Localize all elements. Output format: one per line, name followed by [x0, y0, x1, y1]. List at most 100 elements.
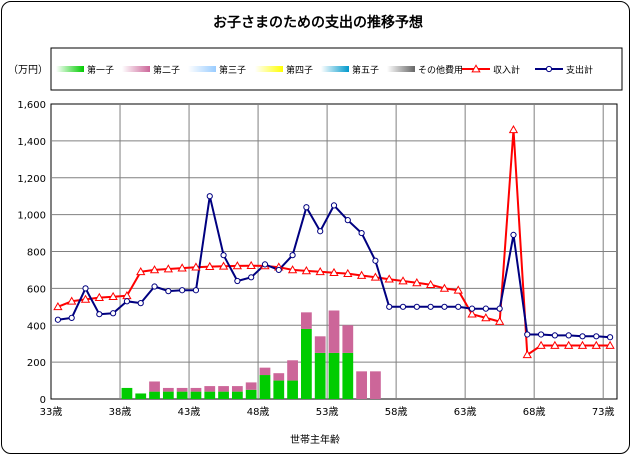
y-tick-label: 0	[40, 395, 46, 406]
bar-1-41	[162, 391, 174, 399]
legend-label: 第三子	[219, 64, 246, 76]
marker-triangle-52	[315, 266, 325, 276]
x-tick-label: 58歳	[385, 406, 408, 418]
marker-triangle-73	[605, 340, 615, 349]
bar-2-45	[218, 386, 229, 392]
marker-circle-48	[261, 261, 269, 268]
y-tick-label: 1,600	[17, 100, 46, 111]
legend: 第一子 第二子 第三子 第四子 第五子 その他費用 収入計 支出計	[56, 64, 593, 76]
marker-triangle-58	[398, 276, 408, 285]
legend-item-7: 収入計	[462, 64, 520, 76]
legend-swatch	[321, 66, 349, 72]
legend-label: 第一子	[87, 64, 114, 76]
legend-label: 第四子	[286, 64, 313, 76]
marker-circle-60	[427, 303, 434, 310]
marker-circle-53	[330, 202, 338, 209]
marker-circle-52	[317, 228, 324, 235]
marker-circle-66	[510, 231, 517, 239]
chart-title: お子さまのための支出の推移予想	[213, 14, 423, 31]
marker-triangle-47	[246, 260, 256, 270]
legend-item-4: 第四子	[255, 64, 313, 76]
y-tick-label: 1,000	[17, 211, 46, 222]
legend-label: 第五子	[352, 64, 379, 76]
marker-triangle-70	[564, 340, 574, 349]
marker-circle-59	[413, 303, 420, 310]
bar-1-54	[342, 352, 354, 399]
bar-2-50	[287, 360, 298, 381]
marker-triangle-41	[163, 264, 174, 273]
marker-triangle-63	[467, 309, 477, 318]
bar-1-38	[121, 387, 133, 399]
bar-2-47	[245, 382, 257, 390]
marker-triangle-44	[205, 261, 215, 270]
marker-circle-69	[551, 332, 558, 339]
marker-circle-55	[358, 229, 365, 237]
bar-1-42	[176, 391, 188, 399]
legend-item-2: 第二子	[122, 64, 180, 76]
marker-triangle-66	[508, 125, 519, 134]
marker-circle-64	[482, 305, 489, 312]
marker-circle-38	[123, 298, 131, 305]
legend-item-3: 第三子	[188, 64, 246, 76]
marker-triangle-42	[177, 263, 187, 272]
marker-triangle-34	[67, 296, 77, 305]
x-tick-label: 38歳	[109, 406, 132, 418]
marker-circle-41	[165, 288, 172, 295]
marker-circle-43	[192, 287, 200, 294]
unit-label: （万円）	[8, 64, 48, 76]
marker-circle-36	[96, 311, 103, 318]
marker-circle-73	[606, 334, 614, 341]
legend-item-8: 支出計	[535, 64, 593, 76]
marker-triangle-50	[287, 265, 298, 274]
legend-swatch	[56, 66, 84, 72]
marker-circle-61	[441, 303, 448, 310]
marker-circle-47	[248, 274, 255, 281]
bar-2-51	[301, 312, 312, 329]
legend-item-1: 第一子	[56, 64, 114, 76]
bar-2-55	[356, 371, 367, 399]
legend-label: 支出計	[566, 64, 593, 76]
marker-triangle-39	[136, 266, 146, 276]
marker-circle-54	[344, 217, 351, 224]
marker-triangle-56	[370, 272, 381, 281]
marker-circle-57	[386, 303, 393, 310]
bar-1-53	[328, 352, 340, 399]
marker-triangle-60	[425, 279, 436, 289]
x-axis-ticks: 33歳 38歳 43歳 48歳 53歳 58歳 63歳 68歳 73歳	[40, 406, 615, 418]
marker-triangle-35	[80, 294, 91, 303]
bar-2-44	[204, 386, 216, 392]
marker-triangle-69	[550, 340, 560, 349]
marker-triangle-72	[591, 340, 601, 349]
bar-2-48	[259, 367, 271, 376]
x-tick-label: 68歳	[523, 406, 546, 418]
marker-triangle-53	[329, 267, 339, 277]
bar-1-43	[190, 391, 202, 399]
x-tick-label: 33歳	[40, 406, 63, 418]
bar-2-52	[314, 336, 326, 353]
y-axis-ticks: 0 200 400 600 800 1,000 1,200 1,400 1,600	[17, 100, 46, 406]
bar-2-56	[370, 371, 381, 399]
bar-1-48	[259, 375, 271, 399]
marker-circle-37	[110, 310, 117, 317]
marker-circle-46	[234, 277, 241, 285]
bar-1-40	[149, 391, 160, 399]
marker-triangle-65	[494, 316, 505, 325]
bar-1-44	[204, 391, 216, 399]
x-tick-label: 48歳	[247, 406, 270, 418]
marker-circle-63	[468, 305, 476, 312]
bar-1-49	[273, 380, 285, 399]
marker-triangle-51	[301, 266, 312, 275]
legend-swatch	[255, 66, 283, 72]
marker-circle-45	[220, 252, 227, 259]
marker-triangle-45	[218, 261, 229, 270]
legend-marker	[545, 65, 553, 73]
marker-circle-65	[496, 305, 503, 312]
marker-triangle-37	[108, 291, 118, 301]
marker-circle-35	[82, 285, 89, 292]
marker-triangle-68	[536, 340, 546, 349]
x-tick-label: 43歳	[178, 406, 201, 418]
bar-2-53	[328, 310, 340, 353]
y-tick-label: 800	[27, 248, 46, 259]
y-tick-label: 1,400	[17, 137, 46, 148]
